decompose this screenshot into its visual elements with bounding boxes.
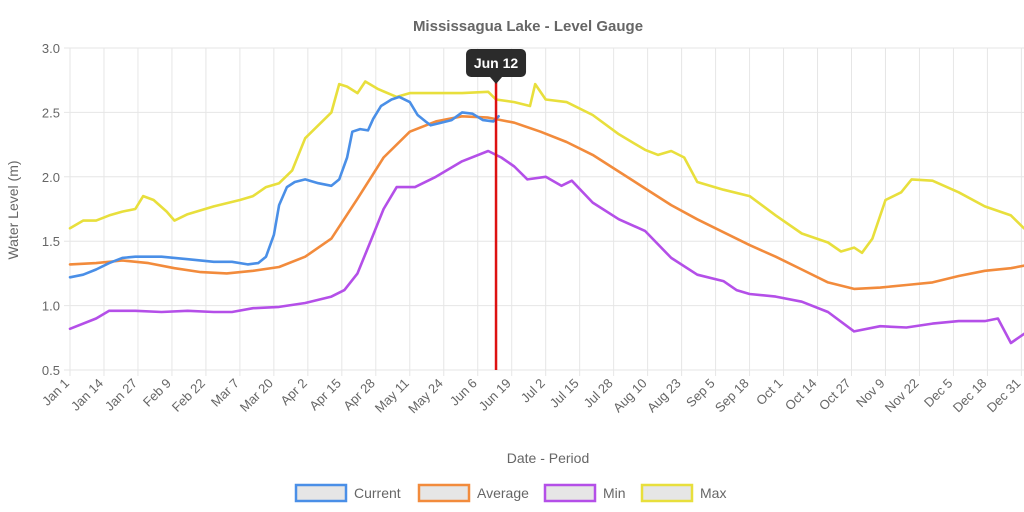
x-tick-label: Jun 19 bbox=[476, 376, 514, 414]
y-tick-label: 1.0 bbox=[42, 299, 60, 314]
x-tick-label: Apr 2 bbox=[277, 376, 310, 409]
series-line-max bbox=[68, 80, 1024, 255]
x-tick-label: Oct 1 bbox=[753, 376, 786, 409]
y-tick-label: 2.0 bbox=[42, 170, 60, 185]
legend: Current Average Min Max bbox=[294, 483, 726, 503]
series-lines bbox=[68, 80, 1024, 345]
x-tick-label: Apr 15 bbox=[306, 376, 344, 414]
x-tick-label: Oct 27 bbox=[816, 376, 854, 414]
chart-title: Mississagua Lake - Level Gauge bbox=[413, 18, 643, 35]
x-tick-label: Oct 14 bbox=[782, 376, 820, 414]
legend-swatch-current[interactable] bbox=[294, 483, 348, 503]
x-axis-label: Date - Period bbox=[507, 450, 589, 466]
series-line-current bbox=[68, 95, 500, 279]
x-tick-label: Aug 10 bbox=[610, 376, 650, 416]
legend-swatch-average[interactable] bbox=[417, 483, 471, 503]
x-tick-label: Jan 14 bbox=[68, 376, 106, 414]
legend-label-min[interactable]: Min bbox=[603, 485, 626, 501]
x-tick-label: Jul 15 bbox=[547, 376, 582, 411]
marker-label: Jun 12 bbox=[474, 55, 519, 71]
x-tick-label: Sep 18 bbox=[712, 376, 752, 416]
x-tick-label: Dec 18 bbox=[950, 376, 990, 416]
y-tick-label: 2.5 bbox=[42, 105, 60, 120]
x-tick-label: May 24 bbox=[405, 376, 446, 417]
x-tick-label: Nov 22 bbox=[882, 376, 922, 416]
legend-label-average[interactable]: Average bbox=[477, 485, 529, 501]
x-tick-label: Apr 28 bbox=[340, 376, 378, 414]
legend-label-current[interactable]: Current bbox=[354, 485, 401, 501]
series-line-average bbox=[68, 115, 1024, 291]
x-tick-label: Jan 27 bbox=[102, 376, 140, 414]
x-tick-label: Aug 23 bbox=[644, 376, 684, 416]
marker-tooltip-caret bbox=[490, 77, 503, 84]
date-marker: Jun 12 bbox=[466, 49, 527, 370]
x-tick-label: Feb 22 bbox=[169, 376, 208, 415]
legend-swatch-max[interactable] bbox=[640, 483, 694, 503]
x-tick-label: Dec 31 bbox=[984, 376, 1024, 416]
y-axis-ticks: 0.5 1.0 1.5 2.0 2.5 3.0 bbox=[42, 41, 60, 378]
x-tick-label: May 11 bbox=[372, 376, 412, 416]
y-tick-label: 0.5 bbox=[42, 363, 60, 378]
marker-tooltip bbox=[466, 49, 527, 77]
series-line-min bbox=[68, 149, 1024, 345]
legend-label-max[interactable]: Max bbox=[700, 485, 726, 501]
y-axis-label: Water Level (m) bbox=[5, 160, 21, 259]
x-tick-label: Jul 2 bbox=[518, 376, 548, 406]
x-tick-label: Mar 20 bbox=[237, 376, 276, 415]
legend-swatch-min[interactable] bbox=[543, 483, 597, 503]
y-tick-label: 1.5 bbox=[42, 234, 60, 249]
y-tick-label: 3.0 bbox=[42, 41, 60, 56]
